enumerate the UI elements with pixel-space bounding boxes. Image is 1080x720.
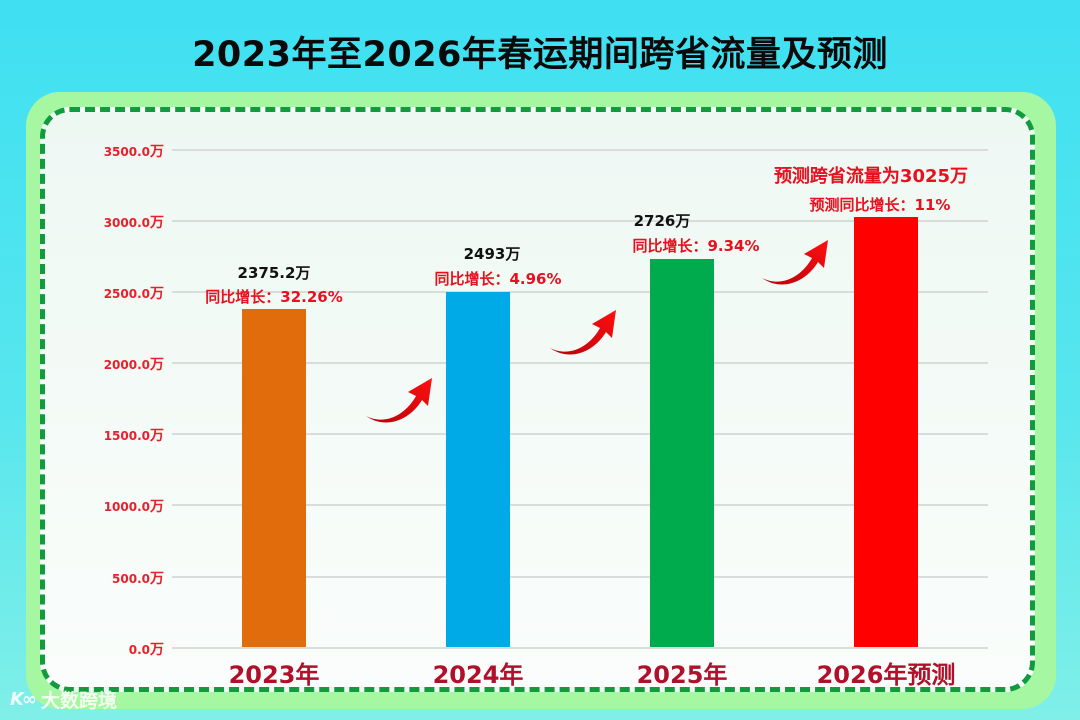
gridline bbox=[172, 149, 988, 151]
growth-label-2024: 同比增长：4.96% bbox=[434, 270, 562, 288]
x-label-2025: 2025年 bbox=[636, 661, 728, 689]
watermark-text: 大数跨境 bbox=[40, 690, 117, 712]
gridline-baseline bbox=[172, 647, 988, 649]
growth-label-2023: 同比增长：32.26% bbox=[205, 288, 343, 306]
y-tick-1000: 1000.0万 bbox=[103, 499, 164, 515]
gridline bbox=[172, 433, 988, 435]
y-tick-1500: 1500.0万 bbox=[103, 428, 164, 444]
gridline bbox=[172, 291, 988, 293]
x-label-2024: 2024年 bbox=[432, 661, 524, 689]
gridline bbox=[172, 576, 988, 578]
x-label-2023: 2023年 bbox=[228, 661, 320, 689]
bar-2023 bbox=[242, 309, 306, 647]
y-tick-3000: 3000.0万 bbox=[103, 215, 164, 231]
x-label-2026-forecast: 2026年预测 bbox=[816, 661, 956, 689]
gridline bbox=[172, 362, 988, 364]
chart-title: 2023年至2026年春运期间跨省流量及预测 bbox=[192, 35, 888, 75]
watermark: K∞ 大数跨境 bbox=[10, 686, 117, 713]
gridline bbox=[172, 504, 988, 506]
value-label-2024: 2493万 bbox=[463, 245, 521, 263]
y-tick-2500: 2500.0万 bbox=[103, 286, 164, 302]
brand-logo-icon: K∞ bbox=[10, 689, 37, 710]
y-tick-2000: 2000.0万 bbox=[103, 357, 164, 373]
y-tick-0: 0.0万 bbox=[128, 642, 164, 658]
bar-2025 bbox=[650, 259, 714, 647]
bar-2024 bbox=[446, 292, 510, 647]
growth-arrow-icon bbox=[366, 378, 432, 423]
growth-label-2025: 同比增长：9.34% bbox=[632, 237, 760, 255]
growth-arrow-icon bbox=[762, 240, 828, 285]
value-label-2023: 2375.2万 bbox=[237, 264, 311, 282]
value-label-2025: 2726万 bbox=[633, 212, 691, 230]
growth-label-2026: 预测同比增长：11% bbox=[809, 196, 951, 214]
bar-2026-forecast bbox=[854, 217, 918, 647]
y-tick-500: 500.0万 bbox=[112, 571, 164, 587]
forecast-annotation: 预测跨省流量为3025万 bbox=[773, 166, 969, 187]
y-tick-3500: 3500.0万 bbox=[103, 144, 164, 160]
growth-arrow-icon bbox=[550, 310, 616, 355]
gridline bbox=[172, 220, 988, 222]
